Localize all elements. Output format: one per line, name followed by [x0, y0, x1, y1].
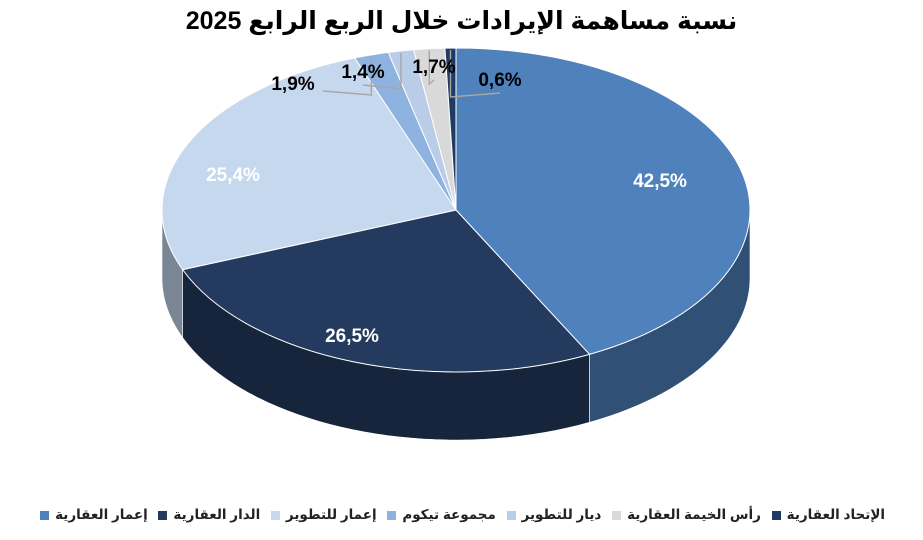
- legend-item-5: رأس الخيمة العقارية: [612, 507, 761, 523]
- legend-swatch-1: [158, 510, 168, 520]
- pie-slice-1: [181, 209, 591, 373]
- pie-data-label-6: 0,6%: [478, 70, 521, 91]
- legend-item-2: إعمار للتطوير: [270, 507, 377, 523]
- legend-item-1: الدار العقارية: [158, 507, 260, 523]
- leader-line-6: [449, 50, 501, 98]
- legend-swatch-2: [270, 510, 280, 520]
- pie-slice-6: [444, 47, 457, 211]
- legend-swatch-4: [506, 510, 516, 520]
- pie-chart: 42,5% 26,5% 25,4% 1,9% 1,4% 1,7% 0,6%: [161, 47, 751, 441]
- leader-line-3: [322, 56, 372, 96]
- pie-leader-lines: [322, 50, 501, 98]
- legend-label-1: الدار العقارية: [173, 507, 261, 522]
- leader-line-5: [428, 50, 435, 86]
- legend-swatch-5: [612, 510, 622, 520]
- legend-label-6: الإتحاد العقارية: [786, 507, 885, 522]
- legend-label-3: مجموعة تيكوم: [402, 507, 496, 522]
- pie-data-label-5: 1,7%: [412, 57, 455, 78]
- chart-title: نسبة مساهمة الإيرادات خلال الربع الرابع …: [185, 7, 738, 35]
- pie-data-label-3: 1,9%: [271, 74, 314, 95]
- legend-swatch-6: [771, 510, 781, 520]
- pie-slice-0: [455, 47, 751, 355]
- legend-label-2: إعمار للتطوير: [285, 507, 377, 522]
- legend-label-5: رأس الخيمة العقارية: [627, 507, 761, 522]
- pie-data-label-2: 25,4%: [206, 165, 260, 186]
- pie-data-label-1: 26,5%: [325, 326, 379, 347]
- pie-tops: [161, 47, 751, 373]
- legend-swatch-3: [387, 510, 397, 520]
- pie-slice-2: [161, 57, 457, 271]
- pie-data-label-0: 42,5%: [633, 171, 687, 192]
- legend-item-4: ديار للتطوير: [506, 507, 602, 523]
- legend-label-0: إعمار العقارية: [55, 507, 148, 522]
- legend-item-6: الإتحاد العقارية: [771, 507, 885, 523]
- legend-item-0: إعمار العقارية: [40, 507, 148, 523]
- legend-swatch-0: [40, 510, 50, 520]
- pie-sides: [161, 209, 751, 441]
- legend-label-4: ديار للتطوير: [521, 507, 602, 522]
- legend: إعمار العقارية الدار العقارية إعمار للتطوي…: [40, 502, 885, 528]
- leader-line-4: [362, 52, 402, 90]
- legend-item-3: مجموعة تيكوم: [387, 507, 496, 523]
- pie-data-labels: 42,5% 26,5% 25,4% 1,9% 1,4% 1,7% 0,6%: [206, 57, 687, 347]
- pie-data-label-4: 1,4%: [341, 62, 384, 83]
